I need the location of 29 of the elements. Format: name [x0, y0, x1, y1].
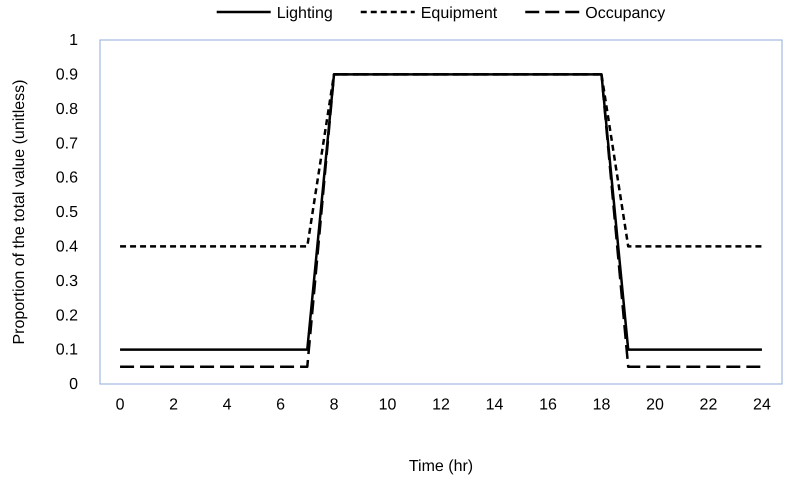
y-tick-label: 0.3	[56, 272, 78, 290]
x-tick-label: 8	[330, 396, 339, 414]
x-tick-label: 2	[169, 396, 178, 414]
legend-label: Lighting	[276, 5, 333, 22]
x-tick-label: 24	[753, 396, 771, 414]
y-tick-label: 0.6	[56, 170, 78, 187]
y-tick-label: 0.7	[56, 135, 78, 152]
y-tick-label: 0.4	[56, 238, 78, 256]
legend-label: Equipment	[420, 5, 498, 22]
y-tick-label: 1	[69, 32, 78, 50]
y-tick-label: 0.1	[56, 342, 78, 359]
x-tick-label: 14	[486, 396, 504, 414]
y-tick-label: 0.8	[56, 100, 78, 118]
y-tick-label: 0	[69, 376, 78, 394]
x-tick-label: 0	[116, 396, 125, 414]
x-tick-label: 18	[592, 396, 610, 414]
y-tick-label: 0.2	[56, 307, 78, 324]
legend-label: Occupancy	[585, 5, 666, 22]
x-axis-title: Time (hr)	[408, 458, 474, 475]
x-tick-label: 22	[700, 396, 718, 414]
x-tick-label: 10	[378, 396, 397, 414]
x-tick-label: 16	[539, 396, 557, 414]
x-tick-label: 12	[432, 396, 450, 414]
x-tick-label: 20	[646, 396, 664, 414]
x-tick-label: 6	[276, 396, 286, 414]
y-tick-label: 0.5	[56, 204, 78, 222]
x-tick-label: 4	[222, 396, 232, 414]
y-tick-label: 0.9	[56, 66, 78, 84]
y-axis-title: Proportion of the total value (unitless)	[11, 79, 28, 345]
